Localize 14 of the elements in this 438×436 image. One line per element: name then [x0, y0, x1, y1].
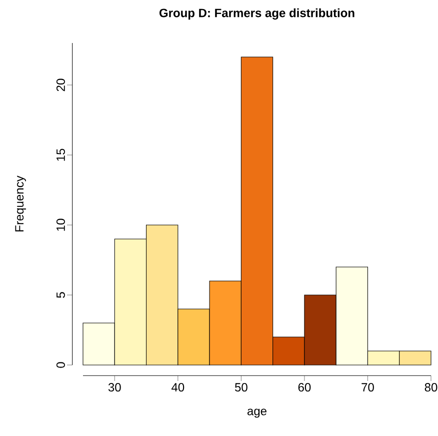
x-tick-label: 80 [424, 383, 438, 392]
x-tick-label: 60 [298, 383, 311, 392]
y-tick-label: 20 [56, 78, 65, 92]
x-tick-label: 40 [172, 383, 184, 392]
y-axis-title: Frequency [15, 176, 26, 232]
y-tick-label: 15 [56, 148, 65, 161]
x-tick-label: 70 [362, 383, 374, 392]
y-tick-label: 5 [56, 292, 65, 298]
x-axis-title: age [247, 408, 266, 418]
y-tick-label: 0 [56, 362, 65, 368]
chart-title: Group D: Farmers age distribution [159, 8, 354, 20]
x-tick-label: 30 [108, 383, 121, 392]
y-tick-label: 10 [56, 218, 65, 231]
x-tick-label: 50 [234, 383, 248, 392]
